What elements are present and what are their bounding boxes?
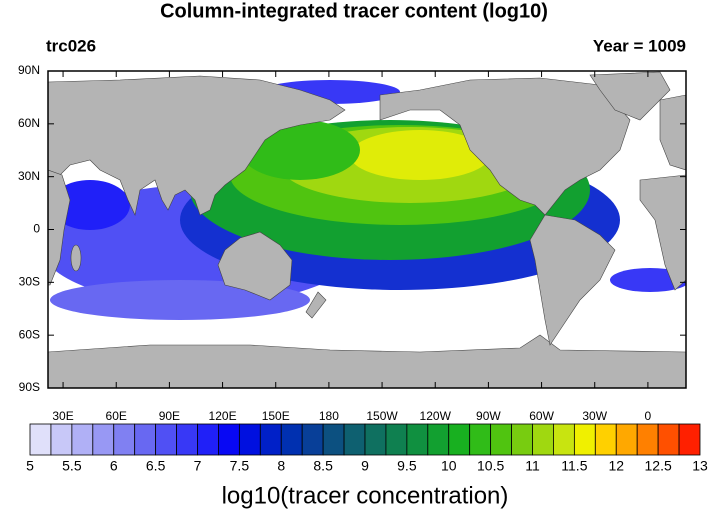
colorbar-box xyxy=(92,423,115,456)
colorbar-label: 5 xyxy=(26,458,34,474)
colorbar-label: 9 xyxy=(361,458,369,474)
lat-label: 90S xyxy=(19,380,40,394)
colorbar-label: 11 xyxy=(525,458,540,474)
colorbar-box xyxy=(113,423,136,456)
colorbar-box xyxy=(50,423,73,456)
colorbar-label: 6 xyxy=(110,458,118,474)
colorbar-box xyxy=(532,423,554,456)
lon-label: 30W xyxy=(582,409,607,423)
colorbar-box xyxy=(615,423,638,456)
colorbar-box xyxy=(490,423,512,456)
lon-label: 150W xyxy=(366,409,398,423)
colorbar-box xyxy=(553,423,575,456)
colorbar-box xyxy=(29,423,52,456)
title: Column-integrated tracer content (log10) xyxy=(160,0,548,22)
colorbar-label: 5.5 xyxy=(62,458,82,474)
colorbar-box xyxy=(301,423,324,456)
map xyxy=(48,71,686,388)
lon-label: 60W xyxy=(529,409,554,423)
colorbar-label: 11.5 xyxy=(561,458,587,474)
colorbar-label: 7.5 xyxy=(230,458,250,474)
colorbar-box xyxy=(218,423,240,456)
colorbar-box xyxy=(511,423,533,456)
colorbar-label: 8.5 xyxy=(313,458,333,474)
lon-label: 60E xyxy=(106,409,127,423)
colorbar-label: 7 xyxy=(194,458,202,474)
colorbar-label: 10 xyxy=(441,458,457,474)
lon-label: 120E xyxy=(209,409,237,423)
right-label: Year = 1009 xyxy=(593,36,686,55)
colorbar: 5 5.5 6 6.5 7 7.5 8 8.5 9 9.5 10 10.5 11 11.5 12 12.5 13 xyxy=(26,423,708,474)
colorbar-box xyxy=(636,423,659,456)
colorbar-title: log10(tracer concentration) xyxy=(222,482,509,509)
lon-label: 120W xyxy=(420,409,452,423)
lon-axis: 30E 60E 90E 120E 150E 180 150W 120W 90W 60W 30W 0 xyxy=(52,71,652,423)
left-label: trc026 xyxy=(46,36,96,55)
colorbar-box xyxy=(427,423,450,456)
colorbar-box xyxy=(448,423,471,456)
colorbar-box xyxy=(134,423,157,456)
lat-label: 0 xyxy=(33,222,40,236)
colorbar-label: 10.5 xyxy=(477,458,504,474)
colorbar-box xyxy=(594,423,617,456)
colorbar-box xyxy=(197,423,219,456)
land xyxy=(48,71,686,388)
lon-label: 180 xyxy=(319,409,339,423)
lon-label: 90E xyxy=(159,409,180,423)
lat-label: 30S xyxy=(19,275,40,289)
colorbar-box xyxy=(385,423,408,456)
colorbar-box xyxy=(678,423,701,456)
colorbar-box xyxy=(322,423,345,456)
lon-label: 0 xyxy=(645,409,652,423)
colorbar-label: 9.5 xyxy=(397,458,417,474)
colorbar-box xyxy=(657,423,680,456)
colorbar-box xyxy=(469,423,492,456)
lat-label: 60N xyxy=(18,116,40,130)
lon-label: 30E xyxy=(52,409,73,423)
colorbar-box xyxy=(280,423,303,456)
lat-label: 30N xyxy=(18,169,40,183)
colorbar-box xyxy=(259,423,282,456)
colorbar-label: 6.5 xyxy=(146,458,166,474)
lon-label: 90W xyxy=(476,409,501,423)
colorbar-label: 13 xyxy=(692,458,708,474)
colorbar-box xyxy=(364,423,387,456)
colorbar-box xyxy=(71,423,94,456)
colorbar-box xyxy=(573,423,596,456)
colorbar-box xyxy=(155,423,177,456)
colorbar-label: 12.5 xyxy=(645,458,672,474)
colorbar-box xyxy=(238,423,261,456)
colorbar-box xyxy=(176,423,198,456)
lon-label: 150E xyxy=(262,409,290,423)
colorbar-box xyxy=(406,423,429,456)
colorbar-label: 8 xyxy=(277,458,285,474)
colorbar-box xyxy=(343,423,366,456)
lat-axis: 90N 60N 30N 0 30S 60S 90S xyxy=(18,63,686,394)
lat-label: 60S xyxy=(19,327,40,341)
colorbar-label: 12 xyxy=(608,458,624,474)
lat-label: 90N xyxy=(18,63,40,77)
